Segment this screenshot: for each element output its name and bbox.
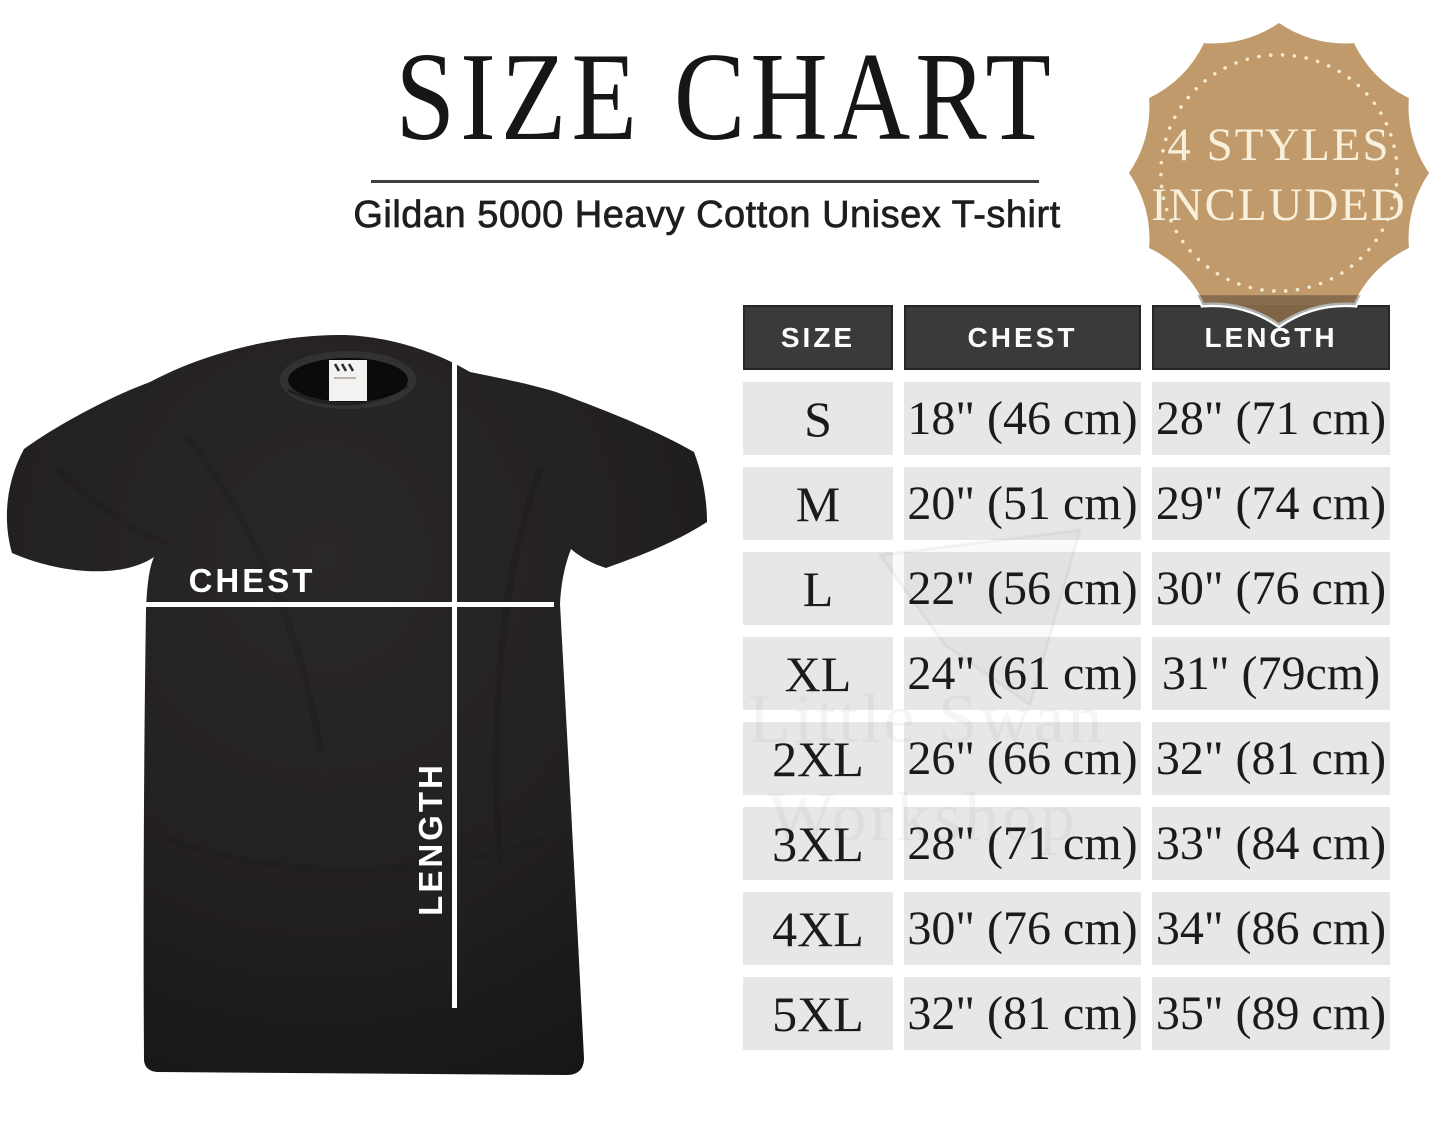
tshirt-silhouette [6, 334, 707, 1075]
table-row: M 20" (51 cm) 29" (74 cm) [743, 467, 1390, 540]
table-row: S 18" (46 cm) 28" (71 cm) [743, 382, 1390, 455]
table-row: 2XL 26" (66 cm) 32" (81 cm) [743, 722, 1390, 795]
chest-cell: 18" (46 cm) [904, 382, 1141, 455]
table-row: 5XL 32" (81 cm) 35" (89 cm) [743, 977, 1390, 1050]
chest-measure-line [138, 602, 554, 607]
collar-seam [287, 384, 409, 406]
neck-label [329, 360, 367, 401]
product-subtitle: Gildan 5000 Heavy Cotton Unisex T-shirt [353, 194, 1061, 237]
chest-cell: 30" (76 cm) [904, 892, 1141, 965]
size-cell: XL [743, 637, 893, 710]
length-measure-line [452, 348, 457, 1008]
length-cell: 29" (74 cm) [1152, 467, 1390, 540]
size-cell: 3XL [743, 807, 893, 880]
table-header-row: SIZE CHEST LENGTH [743, 305, 1390, 370]
length-cell: 28" (71 cm) [1152, 382, 1390, 455]
tshirt-diagram: CHEST LENGTH [6, 334, 707, 1075]
badge-dotted-ring [1159, 53, 1399, 293]
collar-band [280, 351, 416, 409]
size-table: SIZE CHEST LENGTH S 18" (46 cm) 28" (71 cm… [743, 305, 1390, 1062]
table-row: 3XL 28" (71 cm) 33" (84 cm) [743, 807, 1390, 880]
size-cell: S [743, 382, 893, 455]
badge-header-overlap-tint [1126, 295, 1432, 326]
size-cell: 4XL [743, 892, 893, 965]
length-cell: 31" (79cm) [1152, 637, 1390, 710]
chest-cell: 22" (56 cm) [904, 552, 1141, 625]
table-body: S 18" (46 cm) 28" (71 cm) M 20" (51 cm) 29" (… [743, 382, 1390, 1050]
chest-cell: 32" (81 cm) [904, 977, 1141, 1050]
fabric-folds [56, 436, 544, 874]
chest-cell: 20" (51 cm) [904, 467, 1141, 540]
badge-line2: INCLUDED [1151, 179, 1407, 231]
chest-cell: 28" (71 cm) [904, 807, 1141, 880]
length-cell: 35" (89 cm) [1152, 977, 1390, 1050]
chest-label: CHEST [189, 562, 316, 599]
column-header-size: SIZE [743, 305, 893, 370]
table-row: XL 24" (61 cm) 31" (79cm) [743, 637, 1390, 710]
length-cell: 30" (76 cm) [1152, 552, 1390, 625]
length-cell: 32" (81 cm) [1152, 722, 1390, 795]
size-cell: 2XL [743, 722, 893, 795]
badge-line1: 4 STYLES [1167, 119, 1390, 171]
table-row: 4XL 30" (76 cm) 34" (86 cm) [743, 892, 1390, 965]
column-header-chest: CHEST [904, 305, 1141, 370]
page-title: SIZE CHART [395, 28, 1056, 167]
chest-cell: 24" (61 cm) [904, 637, 1141, 710]
styles-badge: 4 STYLES INCLUDED [1123, 17, 1435, 329]
size-cell: 5XL [743, 977, 893, 1050]
title-divider [371, 180, 1039, 183]
size-cell: L [743, 552, 893, 625]
length-cell: 33" (84 cm) [1152, 807, 1390, 880]
length-label: LENGTH [412, 762, 449, 916]
size-cell: M [743, 467, 893, 540]
table-row: L 22" (56 cm) 30" (76 cm) [743, 552, 1390, 625]
length-cell: 34" (86 cm) [1152, 892, 1390, 965]
chest-cell: 26" (66 cm) [904, 722, 1141, 795]
badge-scalloped-shape [1123, 17, 1435, 329]
column-header-length: LENGTH [1152, 305, 1390, 370]
